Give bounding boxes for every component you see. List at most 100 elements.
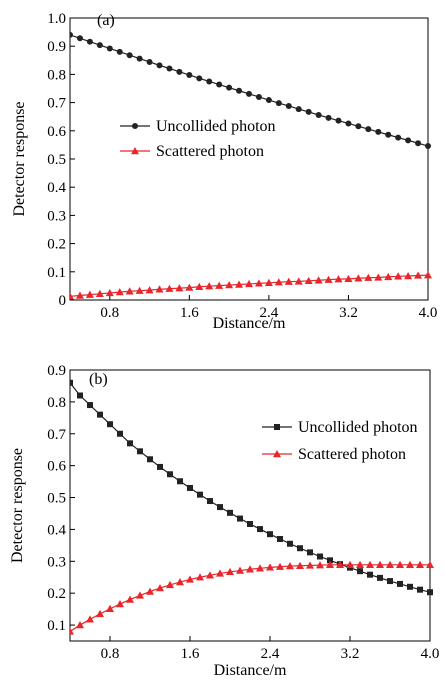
data-point xyxy=(225,281,234,289)
y-tick-label: 0.9 xyxy=(47,363,66,379)
data-point xyxy=(197,491,203,498)
data-point xyxy=(216,569,224,577)
data-point xyxy=(327,557,333,564)
data-point xyxy=(256,564,264,572)
data-point xyxy=(376,560,384,569)
data-point xyxy=(385,131,392,138)
data-point xyxy=(394,272,403,280)
data-point xyxy=(314,276,323,284)
data-point xyxy=(416,560,424,569)
y-tick-label: 0.2 xyxy=(47,586,66,602)
x-axis-label: Distance/m xyxy=(214,662,287,679)
x-tick-label: 3.2 xyxy=(341,646,360,662)
data-point xyxy=(127,440,133,447)
data-point xyxy=(357,568,363,575)
legend-marker xyxy=(273,450,281,458)
data-point xyxy=(386,560,394,569)
x-tick-label: 4.0 xyxy=(421,646,440,662)
y-tick-label: 0.7 xyxy=(47,427,66,443)
legend-marker xyxy=(274,424,280,430)
data-point xyxy=(276,562,284,570)
data-point xyxy=(277,535,283,542)
x-tick-label: 3.2 xyxy=(339,305,358,321)
data-point xyxy=(417,586,423,593)
data-point xyxy=(344,274,353,283)
legend: Uncollided photon Scattered photon xyxy=(120,118,276,160)
data-point xyxy=(284,277,293,285)
data-point xyxy=(156,62,163,69)
data-point xyxy=(136,55,143,62)
data-point xyxy=(286,562,294,570)
y-axis-label: Detector response xyxy=(9,448,26,563)
panel-label: (b) xyxy=(89,371,108,388)
series-uncollided-photon xyxy=(70,31,431,150)
data-point xyxy=(264,278,273,286)
data-point xyxy=(246,90,252,97)
data-point xyxy=(205,282,214,290)
data-point xyxy=(226,567,234,576)
x-tick-label: 1.6 xyxy=(181,646,200,662)
data-point xyxy=(397,580,403,587)
y-tick-label: 0.5 xyxy=(47,491,66,507)
data-point xyxy=(245,279,253,288)
data-point xyxy=(70,379,73,386)
x-tick-label: 2.4 xyxy=(261,646,280,662)
data-point xyxy=(116,600,124,608)
legend-label: Scattered photon xyxy=(156,143,264,160)
data-point xyxy=(167,471,173,478)
data-point xyxy=(324,275,333,283)
data-point xyxy=(415,140,422,147)
data-point xyxy=(106,45,113,52)
data-point xyxy=(175,284,184,292)
y-tick-label: 0 xyxy=(59,293,67,309)
y-tick-label: 0.9 xyxy=(47,39,66,55)
data-point xyxy=(227,509,233,516)
y-tick-label: 0.1 xyxy=(47,265,66,281)
data-point xyxy=(86,615,94,623)
data-point xyxy=(306,561,314,569)
series-uncollided-photon xyxy=(70,379,433,596)
data-point xyxy=(307,549,313,556)
data-point xyxy=(316,561,324,569)
data-point xyxy=(207,498,213,505)
data-point xyxy=(157,463,163,470)
data-point xyxy=(364,273,373,281)
data-point xyxy=(317,553,323,560)
legend-marker xyxy=(131,147,139,155)
data-point xyxy=(165,284,174,292)
y-tick-label: 0.2 xyxy=(47,237,66,253)
legend-marker xyxy=(132,123,138,129)
y-tick-label: 1.0 xyxy=(47,11,66,27)
data-point xyxy=(297,545,303,552)
data-point xyxy=(425,143,431,150)
data-point xyxy=(166,65,173,72)
y-tick-label: 0.3 xyxy=(47,554,66,570)
data-point xyxy=(96,42,103,49)
data-point xyxy=(287,540,293,547)
y-tick-label: 0.8 xyxy=(47,395,66,411)
series-scattered-photon xyxy=(70,560,434,635)
data-point xyxy=(304,276,313,285)
data-point xyxy=(107,421,113,428)
data-point xyxy=(354,274,363,282)
data-point xyxy=(95,289,104,297)
data-point xyxy=(377,574,383,581)
panel-label: (a) xyxy=(97,12,115,29)
data-point xyxy=(326,560,334,569)
y-tick-label: 0.8 xyxy=(47,67,66,83)
data-point xyxy=(296,561,304,569)
data-point xyxy=(345,120,352,127)
data-point xyxy=(217,504,223,511)
data-point xyxy=(257,526,263,533)
data-point xyxy=(216,81,223,88)
data-point xyxy=(186,71,193,78)
y-tick-label: 0.5 xyxy=(47,152,66,168)
y-tick-label: 0.4 xyxy=(47,522,66,538)
data-point xyxy=(255,93,262,100)
data-point xyxy=(335,117,342,124)
data-point xyxy=(177,478,183,485)
data-point xyxy=(70,292,74,300)
data-point xyxy=(325,114,332,121)
data-point xyxy=(265,97,272,104)
data-point xyxy=(267,531,273,538)
